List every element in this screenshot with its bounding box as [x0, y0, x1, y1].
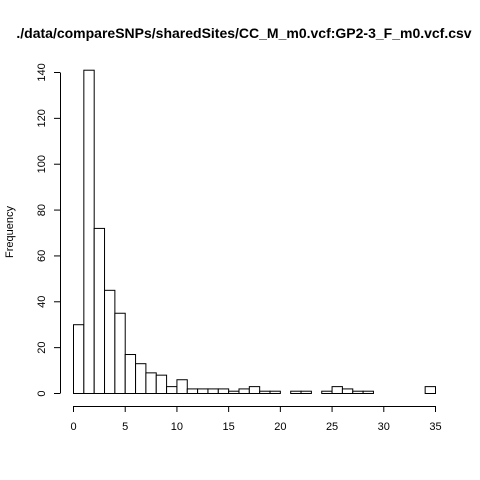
x-tick-label: 35 [429, 421, 441, 433]
y-tick-label: 20 [36, 342, 48, 354]
histogram-bar [104, 289, 116, 395]
x-tick-label: 25 [326, 421, 338, 433]
histogram-bar [114, 312, 126, 394]
y-tick-label: 140 [36, 63, 48, 81]
histogram-bar [248, 386, 261, 395]
histogram-bar [207, 388, 219, 394]
histogram-bar [362, 390, 374, 395]
y-tick-label: 40 [36, 296, 48, 308]
histogram-bar [352, 390, 364, 395]
y-tick-label: 0 [36, 390, 48, 396]
x-tick-label: 0 [70, 421, 76, 433]
y-tick-label: 60 [36, 250, 48, 262]
histogram-bar [155, 374, 168, 394]
histogram-bar [341, 388, 354, 394]
histogram-bar [269, 390, 281, 395]
histogram-bar [290, 390, 302, 395]
y-tick-label: 80 [36, 204, 48, 216]
y-tick-label: 120 [36, 109, 48, 127]
histogram-bar [228, 390, 240, 395]
histogram-bar [135, 363, 147, 395]
histogram-bar [259, 390, 271, 395]
histogram-bar [83, 69, 95, 394]
histogram-bar [145, 372, 157, 395]
histogram-bar [197, 388, 209, 394]
histogram-bar [73, 324, 85, 395]
y-axis: 0 20 40 60 80 100 120 140 [36, 63, 61, 397]
histogram-bar [186, 388, 199, 394]
chart-title: ./data/compareSNPs/sharedSites/CC_M_m0.v… [16, 25, 471, 41]
x-tick-label: 5 [122, 421, 128, 433]
histogram-bar [300, 390, 312, 395]
histogram-bar [238, 388, 250, 394]
bars-group [73, 69, 436, 395]
histogram-bar [424, 386, 436, 395]
histogram-bar [321, 390, 333, 395]
histogram-bar [217, 388, 230, 394]
x-axis: 0 5 10 15 20 25 30 35 [70, 406, 442, 433]
x-tick-label: 20 [274, 421, 286, 433]
histogram-bar [176, 379, 188, 395]
x-tick-label: 15 [223, 421, 235, 433]
histogram-bar [124, 354, 137, 394]
y-tick-label: 100 [36, 155, 48, 173]
histogram-bar [93, 227, 106, 394]
histogram-bar [166, 386, 178, 395]
x-tick-label: 10 [171, 421, 183, 433]
histogram-bar [331, 386, 343, 395]
x-tick-label: 30 [378, 421, 390, 433]
y-axis-label: Frequency [4, 206, 16, 258]
